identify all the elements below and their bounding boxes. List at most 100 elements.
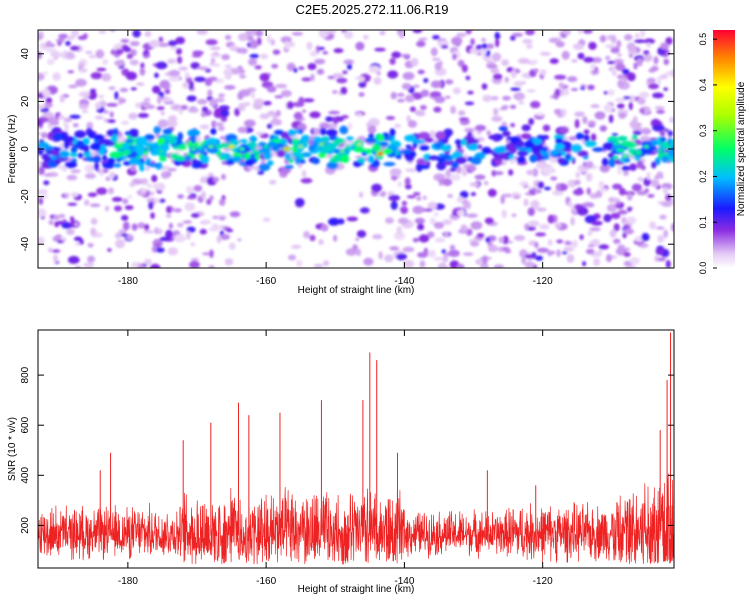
heatmap-cell: [144, 31, 152, 37]
heatmap-cell: [50, 214, 55, 219]
heatmap-cell: [511, 69, 517, 79]
heatmap-cell: [555, 183, 561, 192]
heatmap-cell: [417, 69, 425, 75]
heatmap-cell: [45, 97, 53, 105]
heatmap-cell: [209, 46, 221, 51]
heatmap-cell: [342, 70, 348, 75]
heatmap-cell: [528, 118, 535, 126]
heatmap-cell: [615, 63, 626, 71]
heatmap-cell: [167, 168, 177, 172]
heatmap-cell: [420, 104, 427, 111]
heatmap-cell: [431, 57, 441, 61]
heatmap-cell: [480, 262, 489, 268]
heatmap-cell: [173, 208, 182, 213]
heatmap-cell: [454, 139, 462, 145]
heatmap-y-tick-label: -20: [20, 189, 31, 204]
colorbar-tick-label: 0.0: [698, 262, 708, 275]
heatmap-cell: [614, 97, 627, 103]
heatmap-cell: [52, 72, 61, 81]
heatmap-cell: [634, 39, 646, 44]
heatmap-cell: [201, 106, 208, 113]
heatmap-cell: [322, 143, 336, 152]
heatmap-cell: [169, 46, 178, 50]
heatmap-cell: [294, 198, 305, 207]
heatmap-cell: [187, 129, 201, 138]
heatmap-cell: [389, 246, 400, 251]
heatmap-cell: [290, 129, 300, 135]
heatmap-cell: [400, 54, 409, 58]
heatmap-cell: [404, 177, 411, 187]
heatmap-hotspot: [208, 145, 214, 149]
heatmap-cell: [118, 228, 127, 235]
heatmap-cell: [539, 51, 551, 56]
heatmap-cell: [197, 145, 203, 150]
heatmap-cell: [456, 196, 464, 203]
heatmap-cell: [208, 226, 220, 232]
heatmap-cell: [579, 234, 584, 240]
heatmap-x-axis: -180 -160 -140 -120: [118, 30, 553, 287]
heatmap-cell: [466, 213, 478, 218]
heatmap-cell: [51, 249, 61, 253]
heatmap-cell: [243, 119, 256, 128]
heatmap-cell: [333, 234, 338, 242]
heatmap-cell: [464, 101, 475, 106]
heatmap-cell: [583, 56, 595, 63]
heatmap-cell: [524, 223, 529, 231]
heatmap-cell: [481, 37, 486, 43]
heatmap-cell: [524, 140, 534, 149]
colorbar-tick-label: 0.3: [698, 124, 708, 137]
heatmap-cell: [158, 36, 164, 43]
heatmap-cell: [57, 165, 68, 170]
heatmap-cell: [554, 143, 565, 151]
heatmap-cell: [122, 198, 129, 205]
heatmap-cell: [627, 207, 632, 212]
heatmap-cell: [419, 37, 428, 41]
heatmap-cell: [168, 75, 180, 82]
heatmap-cell: [416, 41, 426, 47]
heatmap-cell: [430, 80, 443, 89]
heatmap-cell: [565, 153, 571, 160]
heatmap-cell: [470, 221, 483, 230]
heatmap-cell: [332, 90, 338, 94]
heatmap-cell: [577, 150, 589, 157]
heatmap-cell: [93, 134, 105, 141]
heatmap-cell: [82, 33, 88, 40]
heatmap-cell: [125, 71, 137, 81]
heatmap-cell: [657, 257, 666, 262]
heatmap-cell: [529, 59, 539, 64]
heatmap-cell: [539, 69, 547, 76]
heatmap-cell: [500, 195, 506, 205]
heatmap-cell: [534, 189, 542, 194]
heatmap-cell: [536, 161, 545, 169]
heatmap-cell: [138, 162, 144, 168]
heatmap-cell: [189, 260, 200, 268]
heatmap-cell: [343, 30, 354, 39]
heatmap-cell: [401, 83, 412, 90]
heatmap-cell: [629, 257, 640, 265]
heatmap-cell: [558, 127, 570, 134]
heatmap-cell: [608, 158, 616, 168]
heatmap-cell: [557, 157, 566, 164]
heatmap-cell: [204, 77, 213, 87]
heatmap-cell: [70, 146, 78, 154]
heatmap-cell: [383, 162, 396, 167]
heatmap-cell: [84, 173, 97, 179]
heatmap-cell: [164, 88, 171, 95]
heatmap-cell: [410, 57, 419, 67]
heatmap-cell: [67, 255, 80, 264]
heatmap-cell: [563, 88, 570, 96]
heatmap-cell: [90, 218, 98, 225]
heatmap-cell: [248, 58, 258, 66]
heatmap-cell: [257, 170, 265, 175]
heatmap-cell: [501, 59, 509, 67]
heatmap-cell: [513, 92, 525, 101]
heatmap-cell: [157, 119, 169, 128]
heatmap-cell: [402, 72, 415, 80]
heatmap-cell: [520, 133, 532, 140]
heatmap-cell: [309, 111, 321, 119]
heatmap-cell: [399, 30, 405, 39]
heatmap-cell: [450, 105, 456, 114]
heatmap-cell: [162, 98, 174, 102]
snr-y-tick-label: 200: [20, 517, 31, 534]
heatmap-cell: [58, 220, 63, 225]
